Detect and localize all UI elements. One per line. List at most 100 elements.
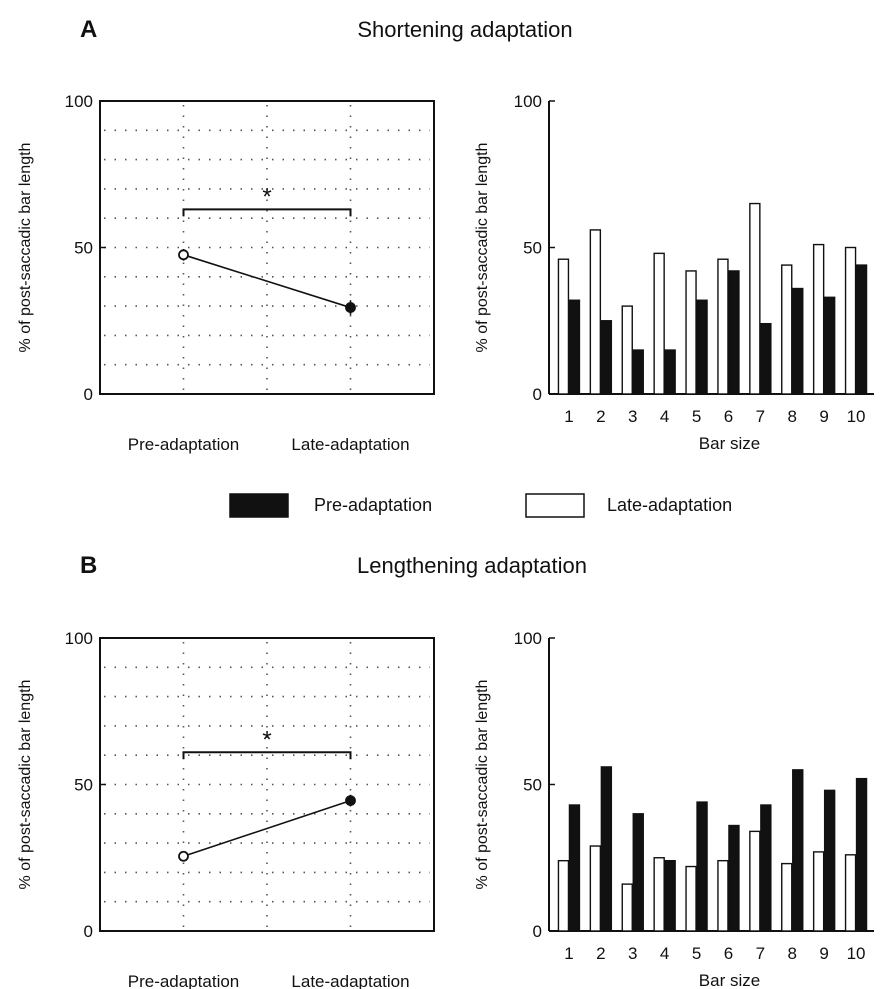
a-line-significance-star: * [262, 183, 271, 210]
b-bar-ylabel: % of post-saccadic bar length [474, 680, 491, 890]
a-bar-bar-pre [855, 264, 868, 395]
b-bar-bar-late [685, 865, 697, 932]
b-bar-bar-late [844, 854, 857, 932]
a-bar-ytick-label: 0 [533, 385, 542, 404]
chart-b-bar: 0 50 100 % of post-saccadic bar length 1 2 3 4 5… [474, 629, 874, 989]
b-bar-xtick-label: 4 [660, 944, 669, 963]
b-bar-xtick-label: 10 [847, 944, 866, 963]
b-bar-xtick-label: 3 [628, 944, 637, 963]
a-bar-bar-late [717, 258, 729, 395]
legend-swatch-pre [229, 493, 289, 518]
a-line-ytick-label: 0 [84, 385, 93, 404]
b-bar-bar-pre [600, 766, 613, 932]
legend-label-pre: Pre-adaptation [314, 495, 432, 515]
a-line-ytick-label: 100 [65, 92, 93, 111]
b-line-ytick-label: 50 [74, 776, 93, 795]
a-bar-xtick-label: 1 [564, 407, 573, 426]
a-bar-ytick-label: 50 [523, 239, 542, 258]
b-bar-bar-pre [760, 804, 772, 932]
b-bar-bar-pre [696, 801, 708, 932]
b-line-significance-star: * [262, 726, 271, 753]
a-bar-bar-late [844, 246, 857, 395]
b-line-point-late [345, 795, 356, 807]
a-bar-xtick-label: 4 [660, 407, 669, 426]
a-line-frame [99, 100, 435, 395]
a-bar-bar-late [781, 264, 793, 395]
a-bar-bar-pre [568, 299, 581, 395]
b-bar-ytick-label: 50 [523, 776, 542, 795]
a-bar-bar-late [557, 258, 570, 395]
a-bar-xtick-label: 7 [756, 407, 765, 426]
b-bar-xtick-label: 7 [756, 944, 765, 963]
b-line-point-pre [178, 850, 189, 862]
b-bar-bar-late [717, 859, 729, 932]
b-bar-ytick-label: 0 [533, 922, 542, 941]
a-bar-xtick-label: 3 [628, 407, 637, 426]
a-bar-xtick-label: 2 [596, 407, 605, 426]
a-bar-bar-pre [696, 299, 708, 395]
a-bar-bar-pre [823, 296, 836, 395]
b-bar-xtick-label: 5 [692, 944, 701, 963]
chart-a-line: 0 50 100 % of post-saccadic bar length Pre-a… [17, 92, 435, 454]
legend: Pre-adaptation Late-adaptation [229, 493, 732, 518]
panel-a-letter: A [80, 16, 97, 43]
b-bar-bar-pre [632, 813, 644, 932]
a-line-ytick-label: 50 [74, 239, 93, 258]
legend-label-late: Late-adaptation [607, 495, 732, 515]
b-bar-bar-pre [664, 859, 676, 932]
b-bar-bar-late [781, 862, 793, 932]
b-bar-bar-late [812, 851, 825, 932]
b-bar-xtick-label: 1 [564, 944, 573, 963]
a-bar-xtick-label: 5 [692, 407, 701, 426]
a-bar-bar-pre [760, 322, 772, 395]
b-bar-bar-pre [823, 789, 836, 932]
b-line-xcat-label: Pre-adaptation [128, 972, 240, 989]
b-bar-bar-late [557, 859, 570, 932]
b-bar-bar-late [621, 883, 633, 932]
a-line-significance-bracket [182, 208, 352, 217]
b-line-ytick-label: 100 [65, 629, 93, 648]
a-line-series-line [183, 254, 351, 309]
b-bar-bar-late [653, 857, 665, 932]
b-line-series-line [183, 799, 351, 858]
b-line-significance-bracket [182, 751, 352, 760]
a-bar-bar-late [685, 270, 697, 395]
b-bar-xtick-label: 6 [724, 944, 733, 963]
a-bar-xtick-label: 6 [724, 407, 733, 426]
a-bar-bar-late [812, 243, 825, 395]
b-bar-xtick-label: 9 [819, 944, 828, 963]
legend-swatch-late [525, 493, 585, 518]
b-bar-bar-pre [728, 824, 740, 932]
panel-b-letter: B [80, 552, 97, 579]
a-bar-ytick-label: 100 [514, 92, 542, 111]
a-bar-bar-pre [664, 349, 676, 395]
b-bar-xtick-label: 2 [596, 944, 605, 963]
panel-a-title: Shortening adaptation [357, 17, 572, 42]
chart-b-line: 0 50 100 % of post-saccadic bar length Pre-a… [17, 629, 435, 989]
b-bar-ytick-label: 100 [514, 629, 542, 648]
a-bar-bar-pre [600, 320, 613, 395]
b-line-frame [99, 637, 435, 932]
a-bar-xtick-label: 10 [847, 407, 866, 426]
a-bar-bar-pre [632, 349, 644, 395]
a-bar-bar-late [749, 202, 761, 395]
a-bar-xtick-label: 9 [819, 407, 828, 426]
a-bar-xtick-label: 8 [788, 407, 797, 426]
a-bar-ylabel: % of post-saccadic bar length [474, 143, 491, 353]
a-line-ylabel: % of post-saccadic bar length [17, 143, 34, 353]
b-bar-bar-pre [792, 769, 804, 932]
a-bar-bar-pre [792, 287, 804, 395]
a-line-xcat-label: Pre-adaptation [128, 435, 240, 454]
b-line-xcat-label: Late-adaptation [291, 972, 409, 989]
a-line-point-late [345, 302, 356, 313]
b-bar-xlabel: Bar size [699, 971, 760, 989]
a-line-point-pre [178, 249, 189, 261]
a-bar-xlabel: Bar size [699, 434, 760, 453]
panel-b-title: Lengthening adaptation [357, 553, 587, 578]
a-bar-bar-late [653, 252, 665, 395]
b-bar-bar-late [749, 830, 761, 932]
a-bar-bar-late [589, 229, 602, 395]
a-line-xcat-label: Late-adaptation [291, 435, 409, 454]
chart-a-bar: 0 50 100 % of post-saccadic bar length 1 2 3 4 5… [474, 92, 874, 453]
